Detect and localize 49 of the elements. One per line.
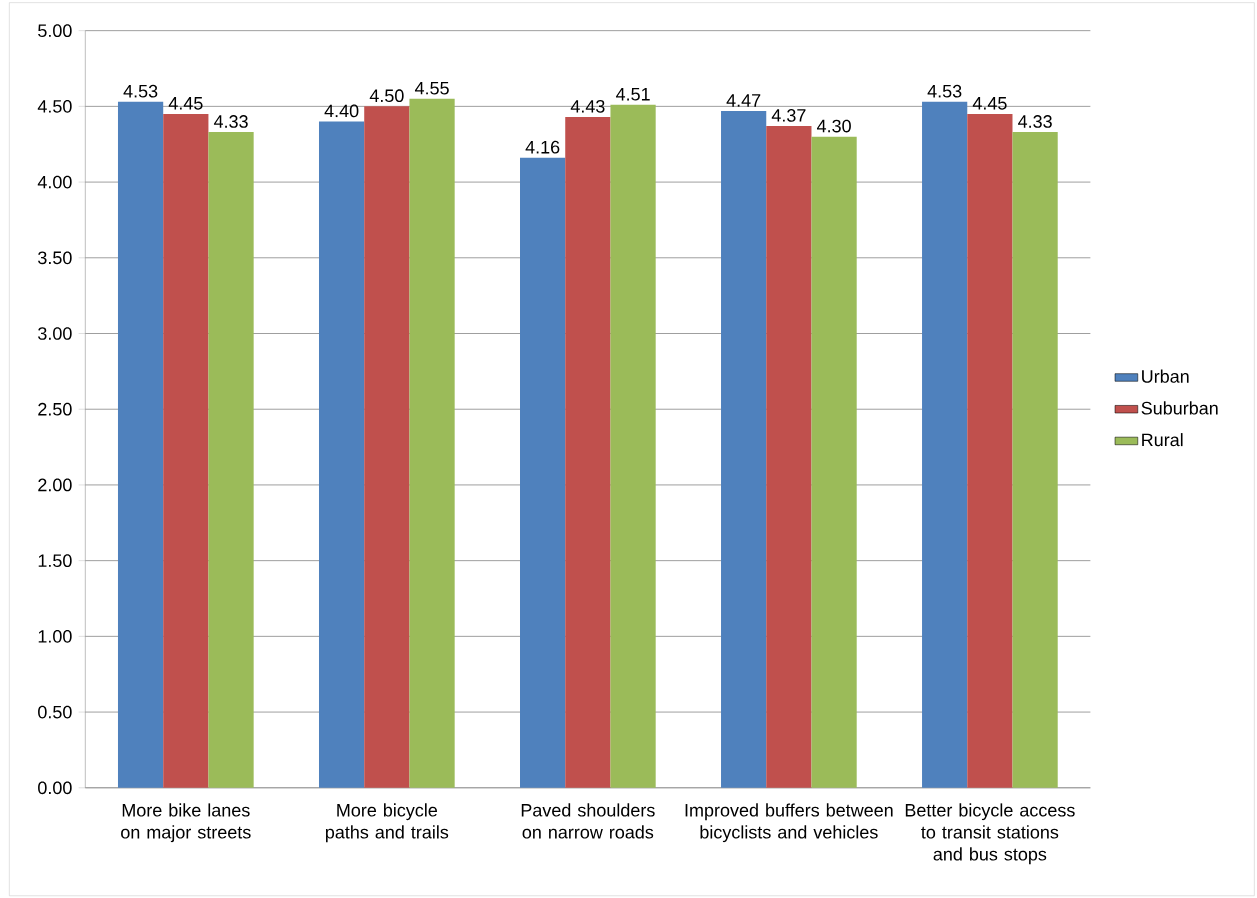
data-label: 4.55 [414, 81, 449, 95]
y-tick-label: 4.00 [37, 175, 72, 189]
x-tick-label: Better bicycle access to transit stations and bus stops [905, 803, 1075, 864]
data-label: 4.53 [927, 84, 962, 98]
bar [721, 110, 767, 788]
bar [208, 131, 254, 788]
legend-label: Rural [1142, 432, 1183, 447]
y-tick-label: 2.50 [38, 402, 72, 416]
data-label: 4.16 [525, 140, 560, 154]
y-tick-label: 2.00 [38, 478, 72, 492]
bar [922, 101, 968, 788]
data-label: 4.53 [123, 84, 158, 98]
bar [1012, 131, 1058, 788]
bar [117, 101, 164, 788]
bar [610, 104, 656, 788]
bar [163, 113, 209, 788]
y-tick-label: 0.50 [38, 705, 72, 719]
data-label: 4.40 [324, 104, 359, 118]
data-label: 4.33 [1018, 114, 1052, 128]
bar [967, 113, 1013, 788]
data-label: 4.50 [369, 89, 404, 102]
y-tick-label: 4.50 [37, 99, 72, 113]
bar [318, 121, 365, 788]
y-tick-label: 5.00 [38, 24, 72, 37]
data-label: 4.45 [168, 96, 203, 110]
x-tick-label: More bicycle paths and trails [325, 803, 449, 842]
y-tick-label: 1.50 [38, 554, 72, 567]
legend-label: Suburban [1141, 401, 1218, 415]
bar [811, 136, 857, 788]
data-label: 4.33 [213, 114, 248, 128]
bar [766, 125, 812, 788]
x-tick-label: Paved shoulders on narrow roads [521, 803, 655, 839]
data-label: 4.51 [615, 87, 650, 101]
data-label: 4.37 [771, 108, 806, 122]
bar [520, 157, 566, 788]
y-tick-label: 1.00 [38, 629, 72, 643]
x-tick-label: More bike lanes on major streets [121, 803, 251, 842]
data-label: 4.43 [570, 99, 605, 113]
y-tick-label: 0.00 [38, 781, 72, 794]
legend-label: Urban [1142, 369, 1189, 383]
data-label: 4.47 [726, 94, 761, 107]
bar [364, 106, 410, 788]
data-label: 4.45 [972, 96, 1007, 110]
bar [409, 98, 455, 788]
x-tick-label: Improved buffers between bicyclists and vehicles [685, 803, 893, 842]
y-tick-label: 3.50 [38, 251, 72, 264]
bar [565, 116, 611, 788]
y-tick-label: 3.00 [38, 326, 72, 340]
data-label: 4.30 [817, 119, 851, 133]
